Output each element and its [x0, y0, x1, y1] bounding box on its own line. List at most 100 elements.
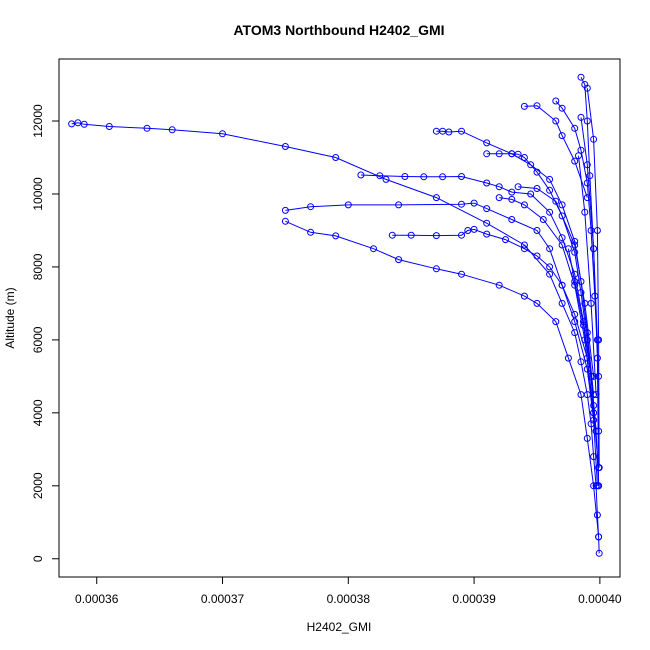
data-point — [546, 186, 554, 194]
data-point — [357, 171, 365, 179]
data-point — [564, 354, 572, 362]
data-point — [432, 232, 440, 240]
data-point — [527, 190, 535, 198]
data-point — [583, 117, 591, 125]
data-point — [590, 135, 598, 143]
data-point — [571, 310, 579, 318]
data-point — [558, 201, 566, 209]
data-point — [439, 173, 447, 181]
series-line — [555, 100, 600, 377]
data-point — [564, 245, 572, 253]
data-point — [281, 217, 289, 225]
data-point — [558, 241, 566, 249]
series-line — [499, 197, 595, 413]
data-point — [168, 126, 176, 134]
series-line — [285, 202, 598, 486]
data-point — [514, 150, 522, 158]
data-point — [595, 336, 603, 344]
data-point — [592, 427, 600, 435]
data-point — [432, 194, 440, 202]
data-point — [376, 172, 384, 180]
data-point — [546, 245, 554, 253]
data-point — [590, 482, 598, 490]
data-point — [432, 265, 440, 273]
data-point — [587, 372, 595, 380]
data-point — [508, 195, 516, 203]
x-tick-label: 0.00036 — [75, 592, 119, 606]
x-tick-label: 0.00039 — [452, 592, 496, 606]
data-point — [577, 146, 585, 154]
data-point — [552, 97, 560, 105]
data-point — [586, 172, 594, 180]
data-point — [595, 482, 603, 490]
data-point — [281, 143, 289, 150]
data-point — [533, 227, 541, 234]
series-15 — [577, 113, 603, 490]
data-point — [558, 132, 566, 140]
data-point — [382, 175, 390, 183]
y-tick-label: 4000 — [31, 399, 45, 426]
data-point — [370, 245, 377, 253]
data-point — [539, 216, 547, 223]
data-point — [546, 208, 554, 216]
data-point — [533, 168, 541, 176]
y-tick-label: 12000 — [31, 104, 45, 138]
data-point — [577, 391, 585, 399]
data-point — [495, 150, 503, 158]
data-point — [546, 263, 554, 271]
data-point — [520, 241, 528, 249]
data-point — [483, 205, 491, 213]
data-point — [595, 549, 603, 557]
x-tick-label: 0.00038 — [327, 592, 371, 606]
data-point — [533, 185, 541, 192]
x-tick-label: 0.00037 — [201, 592, 245, 606]
plot-data — [68, 73, 603, 557]
series-line — [360, 174, 597, 432]
data-point — [281, 206, 289, 214]
data-point — [388, 231, 396, 239]
y-tick-label: 8000 — [31, 253, 45, 280]
data-point — [577, 358, 585, 366]
data-point — [332, 154, 340, 161]
data-point — [552, 197, 560, 205]
y-axis: 0 2000 4000 6000 8000 10000 12000 — [31, 104, 60, 562]
data-point — [533, 299, 541, 307]
data-point — [470, 199, 478, 207]
data-point — [583, 84, 591, 92]
series-line — [285, 220, 600, 537]
data-point — [571, 278, 579, 285]
data-point — [583, 194, 591, 202]
data-point — [590, 245, 598, 253]
data-point — [533, 252, 541, 260]
data-point — [571, 241, 579, 249]
data-point — [577, 73, 585, 81]
data-point — [552, 318, 560, 326]
series-line — [567, 248, 600, 486]
data-point — [458, 231, 465, 239]
data-point — [219, 130, 226, 138]
data-point — [581, 208, 589, 216]
series-line — [486, 153, 595, 406]
y-tick-label: 6000 — [31, 326, 45, 353]
data-point — [420, 173, 428, 181]
data-point — [344, 201, 352, 209]
data-point — [483, 139, 491, 147]
data-point — [595, 464, 603, 472]
y-tick-label: 10000 — [31, 177, 45, 211]
data-point — [571, 157, 579, 165]
data-point — [575, 152, 582, 160]
data-point — [483, 179, 491, 187]
data-point — [571, 124, 579, 132]
data-point — [558, 281, 566, 289]
data-point — [546, 175, 554, 183]
y-axis-label: Altitude (m) — [3, 287, 17, 348]
data-point — [552, 117, 560, 125]
data-point — [458, 200, 465, 208]
data-point — [558, 234, 566, 242]
data-point — [558, 104, 566, 112]
chart-title: ATOM3 Northbound H2402_GMI — [233, 22, 444, 38]
data-point — [105, 123, 113, 130]
data-point — [495, 281, 503, 289]
data-point — [495, 194, 503, 202]
